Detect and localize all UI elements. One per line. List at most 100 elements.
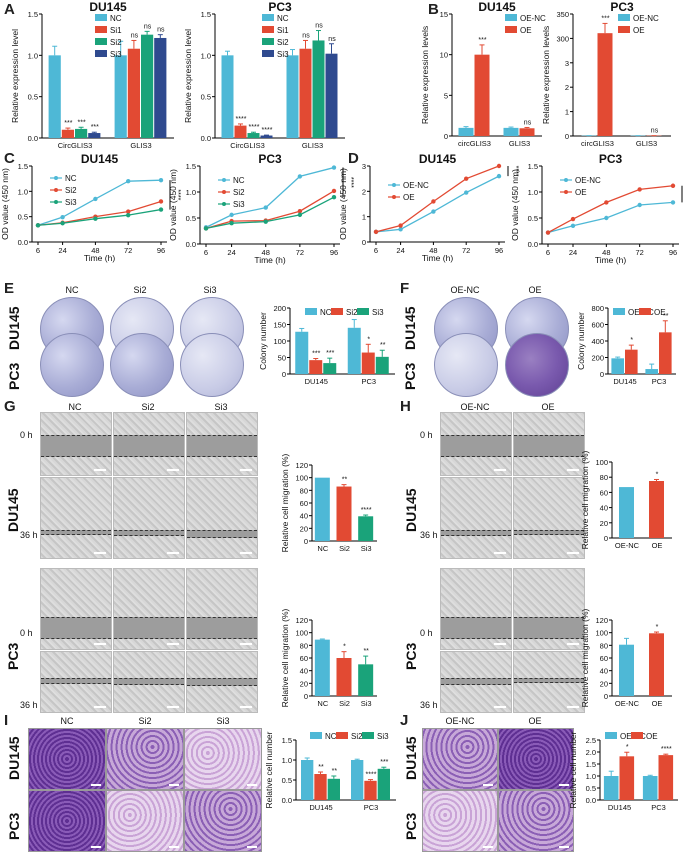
e-col-si2: Si2 xyxy=(133,285,147,295)
y-tick-label-I: 1.5 xyxy=(282,736,292,745)
legend-marker-D1 xyxy=(392,195,396,199)
x-tick-label-A1: CircGLIS3 xyxy=(58,141,93,150)
chart-B2: PC3 0 1 2 3 300 350 Relative expression levels c… xyxy=(541,0,671,148)
x-tick-label-G2: Si2 xyxy=(339,699,350,708)
bar-E xyxy=(347,327,361,374)
series-line-D2 xyxy=(547,201,674,234)
legend-label-A2: Si1 xyxy=(277,26,289,35)
x-label-C2: Time (h) xyxy=(254,255,285,265)
bar-A1 xyxy=(127,48,140,138)
significance-label-A1: *** xyxy=(91,124,99,131)
bar-H1 xyxy=(619,487,634,538)
y-tick-label-G2: 20 xyxy=(300,679,308,688)
bar-F xyxy=(625,349,638,374)
data-point-D1 xyxy=(431,199,436,204)
bar-G1 xyxy=(336,486,352,541)
bar-I xyxy=(314,774,327,800)
chart-title-C1: DU145 xyxy=(81,152,119,166)
legend-marker-C1 xyxy=(54,188,58,192)
legend-swatch-F xyxy=(639,308,651,315)
legend-swatch-I xyxy=(310,732,322,739)
x-tick-label-G1: NC xyxy=(317,544,328,553)
g-du145-time-36: 36 h xyxy=(20,530,38,540)
y-tick-label-G2: 80 xyxy=(300,641,308,650)
wound-du145-si2-36h xyxy=(113,477,185,559)
h-col-oe: OE xyxy=(541,402,555,412)
legend-swatch-A1 xyxy=(95,14,107,21)
legend-swatch-B2 xyxy=(618,14,630,21)
legend-label-A1: Si2 xyxy=(110,38,122,47)
wound-h-pc3-oe-0h xyxy=(513,568,585,650)
y-tick-label-E: 200 xyxy=(273,304,286,313)
y-tick-label-J: 1.5 xyxy=(586,760,596,769)
f-col-oe: OE xyxy=(528,285,542,295)
y-tick-label-C1: 1.5 xyxy=(18,162,28,171)
data-point-C2 xyxy=(229,221,234,226)
chart-H1: 0 20 40 60 80 100 Relative cell migration (%) O… xyxy=(580,450,672,550)
legend-swatch-B2 xyxy=(618,26,630,33)
wound-h-du145-oe-36h xyxy=(513,477,585,559)
y-label-C2: OD value (450 nm) xyxy=(168,169,178,241)
wound-pc3-si2-0h xyxy=(113,568,185,650)
y-label-G2: Relative cell migration (%) xyxy=(280,608,290,707)
significance-label-I: ** xyxy=(318,764,324,771)
bar-A2 xyxy=(312,40,325,138)
y-tick-label-J: 2.5 xyxy=(586,736,596,745)
data-point-D2 xyxy=(637,187,642,192)
significance-label-F: * xyxy=(630,337,633,344)
significance-label-H2: * xyxy=(656,624,659,631)
x-label-D1: Time (h) xyxy=(422,253,453,263)
y-tick-label-G1: 0 xyxy=(304,537,308,546)
y-tick-label-D2: 1.5 xyxy=(528,162,538,171)
y-tick-label-B2: 0 xyxy=(565,132,569,141)
transwell-pc3-si3 xyxy=(184,790,262,852)
x-tick-label-A2: GLIS3 xyxy=(302,141,323,150)
y-tick-label-G1: 120 xyxy=(295,461,308,470)
bar-F xyxy=(645,369,658,374)
y-tick-label-C2: 0.0 xyxy=(186,240,196,249)
legend-swatch-E xyxy=(357,308,369,315)
significance-label-A2: ns xyxy=(328,36,336,43)
y-tick-label-G1: 80 xyxy=(300,486,308,495)
bar-A2 xyxy=(247,133,260,138)
legend-swatch-A2 xyxy=(262,14,274,21)
bar-H1 xyxy=(649,481,664,538)
legend-marker-C2 xyxy=(222,178,226,182)
significance-label-A1: ns xyxy=(157,27,165,34)
significance-label-A1: ns xyxy=(144,23,152,30)
x-tick-label-C2: 6 xyxy=(204,248,208,257)
e-col-si3: Si3 xyxy=(203,285,217,295)
y-tick-label-G2: 120 xyxy=(295,616,308,625)
x-tick-label-C2: 24 xyxy=(227,248,235,257)
y-tick-label-D1: 1 xyxy=(362,213,366,222)
legend-swatch-F xyxy=(613,308,625,315)
data-point-C1 xyxy=(35,223,41,228)
significance-label-H1: * xyxy=(656,471,659,478)
wound-h-du145-oenc-36h xyxy=(440,477,512,559)
transwell-j-pc3-oe-nc xyxy=(422,790,498,852)
y-tick-label-F: 0 xyxy=(600,370,604,379)
y-tick-label-D2: 0.0 xyxy=(528,240,538,249)
x-tick-label-J: DU145 xyxy=(608,803,631,812)
legend-label-D1: OE-NC xyxy=(403,181,429,190)
y-tick-label-I: 0.0 xyxy=(282,796,292,805)
h-du145-time-0: 0 h xyxy=(420,430,433,440)
bar-A2 xyxy=(221,55,234,139)
legend-marker-D1 xyxy=(392,183,396,187)
wound-h-pc3-oe-36h xyxy=(513,651,585,713)
legend-label-E: NC xyxy=(320,308,332,317)
data-point-D2 xyxy=(570,216,576,222)
y-tick-label-F: 400 xyxy=(591,337,604,346)
y-tick-label-B1: 15 xyxy=(440,10,448,19)
legend-label-C2: Si2 xyxy=(233,188,245,197)
x-tick-label-C1: 96 xyxy=(157,246,165,255)
y-label-G1: Relative cell migration (%) xyxy=(280,453,290,552)
chart-G1: 0 20 40 60 80 100 120 Relative cell migration (… xyxy=(280,453,377,553)
legend-label-A2: Si3 xyxy=(277,50,289,59)
bar-A1 xyxy=(48,55,61,139)
significance-label-C2: **** xyxy=(347,177,354,188)
y-tick-label-B2: 1 xyxy=(565,108,569,117)
significance-label-C1: **** xyxy=(174,189,181,200)
f-col-oe-nc: OE-NC xyxy=(450,285,480,295)
transwell-du145-nc xyxy=(28,728,106,790)
